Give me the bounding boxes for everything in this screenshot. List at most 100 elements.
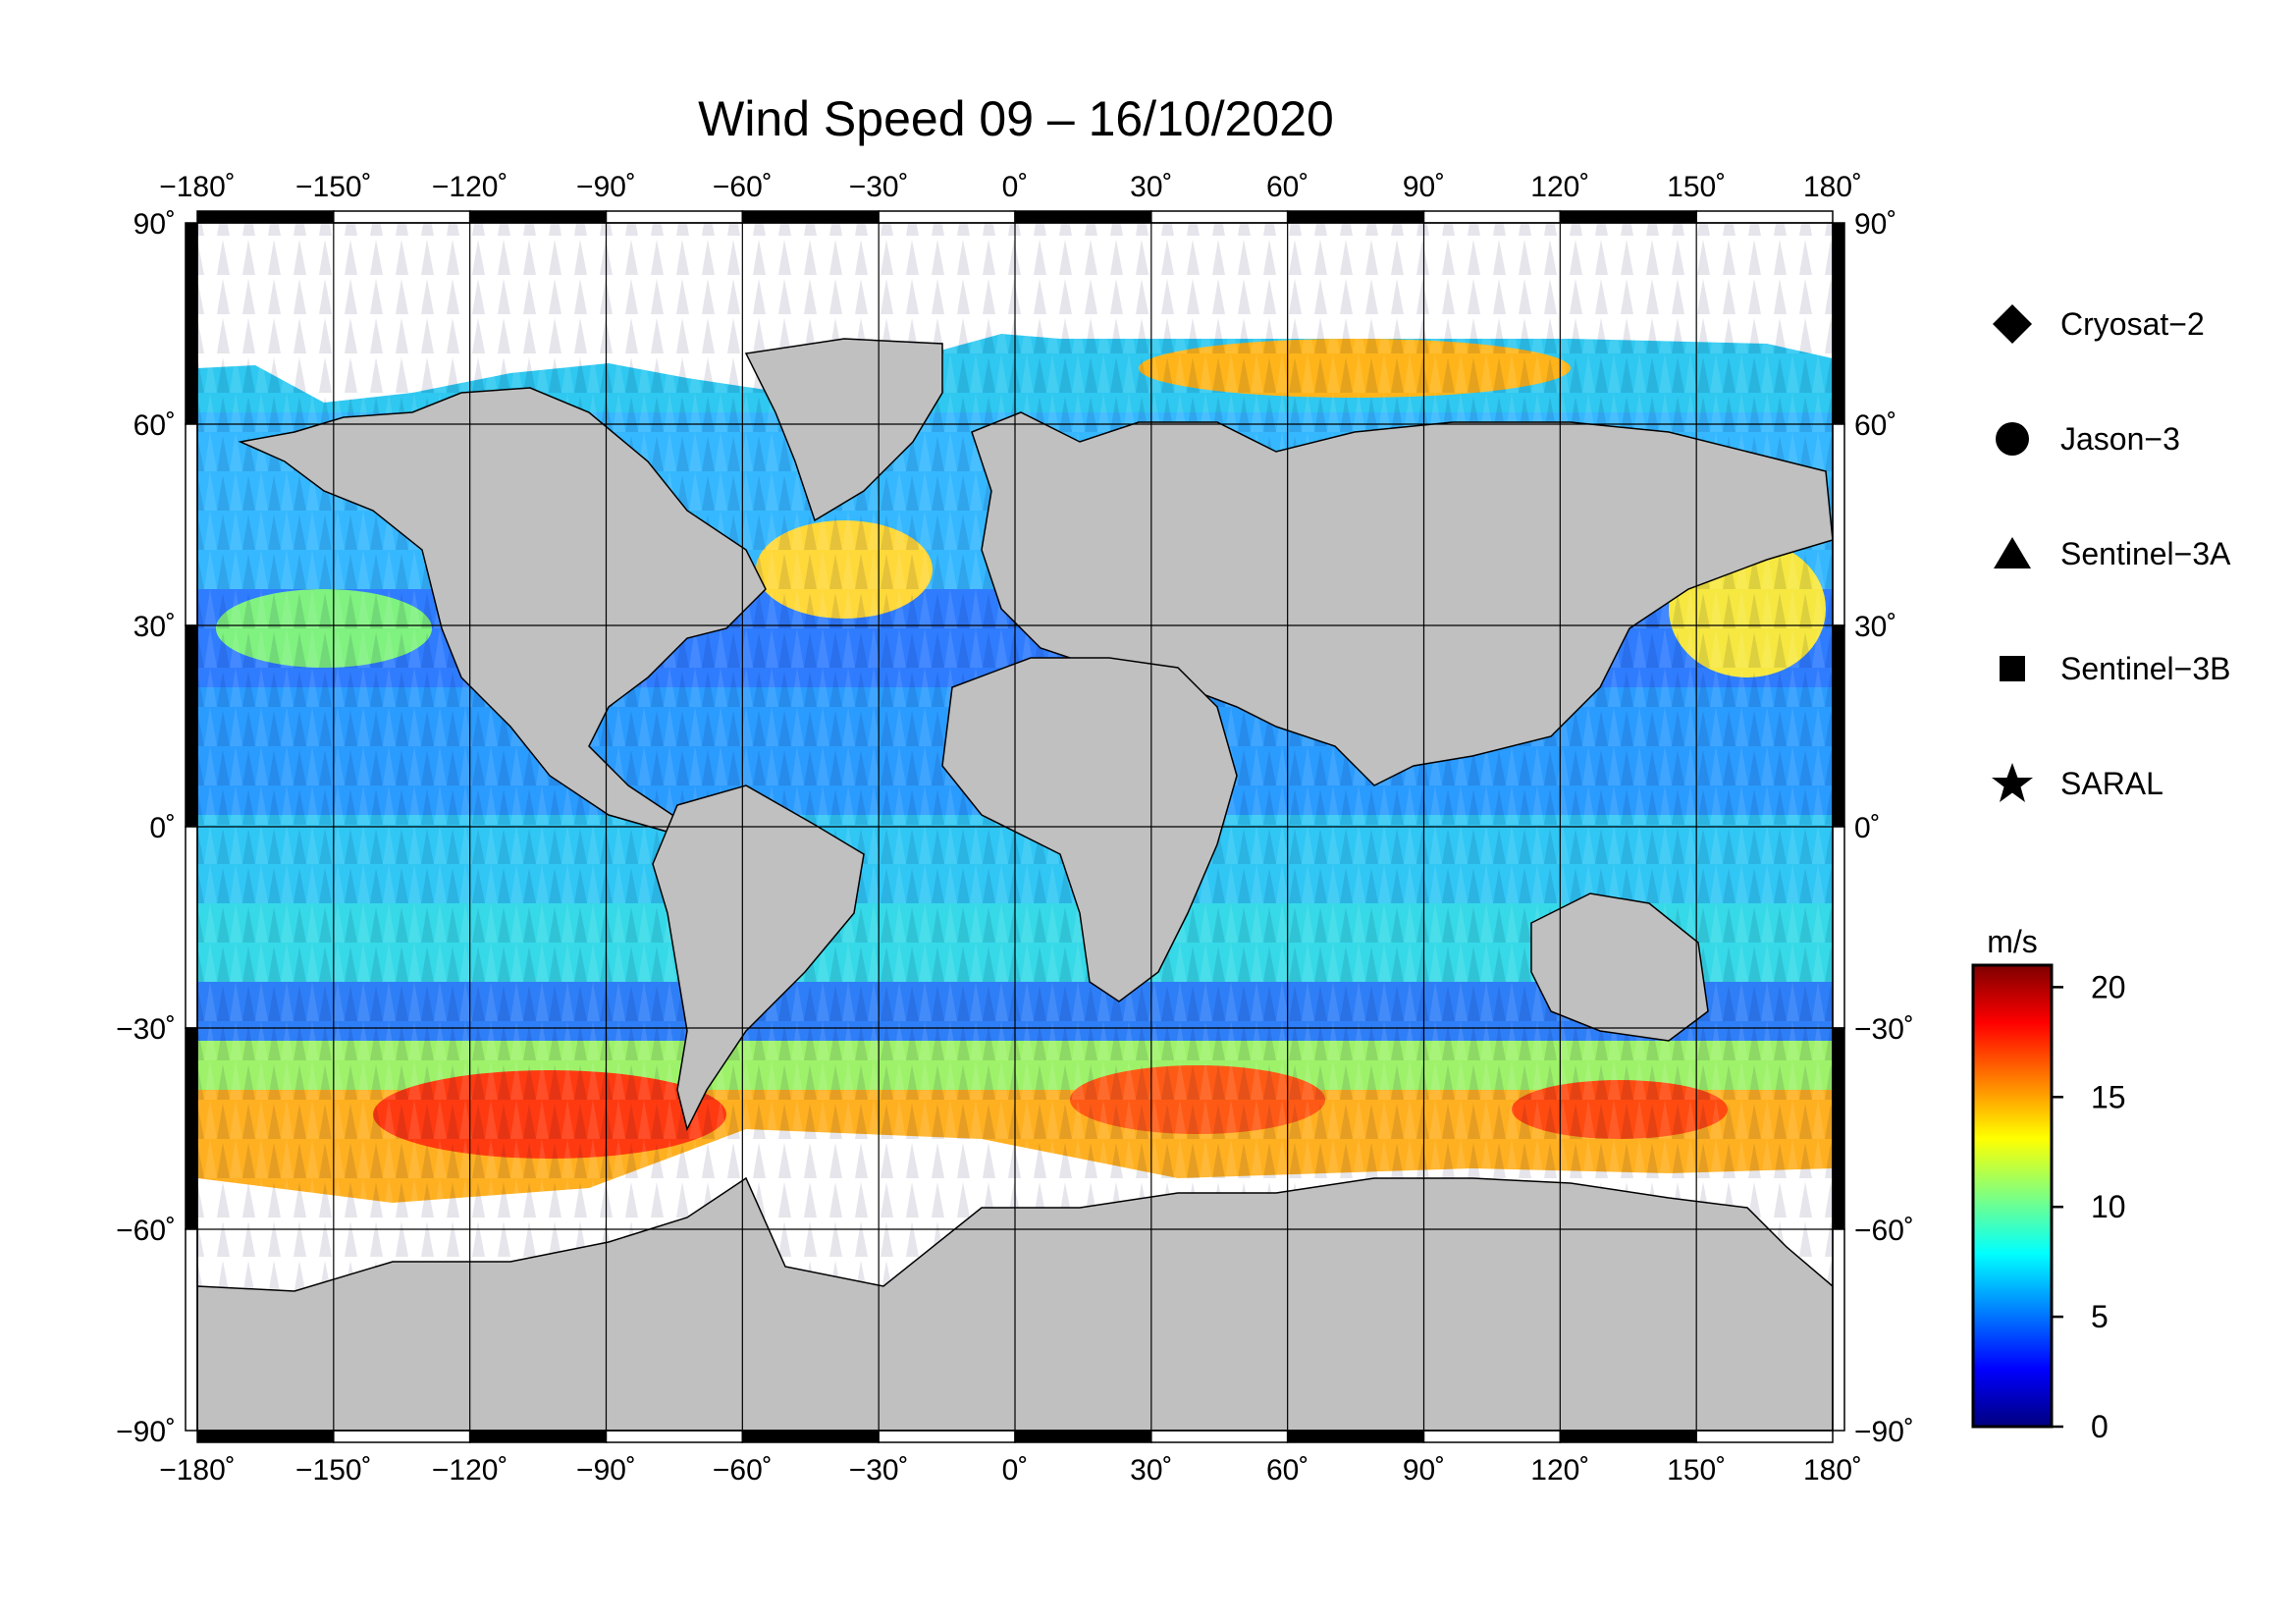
frame-segment-top xyxy=(1695,210,1834,224)
frame-segment-top xyxy=(605,210,744,224)
circle-icon xyxy=(1988,414,2037,463)
latitude-label: −60˚ xyxy=(1854,1215,1914,1247)
legend-item-cryosat2: Cryosat−2 xyxy=(1988,295,2205,353)
longitude-labels-bottom: −180˚ −150˚ −120˚ −90˚ −60˚ −30˚ 0˚ 30˚ 60˚ 90˚ 12… xyxy=(159,1454,1862,1487)
frame-segment-top xyxy=(196,210,335,224)
triangle-icon xyxy=(1988,529,2037,578)
frame-segment-bottom xyxy=(333,1430,471,1443)
frame-segment-top xyxy=(741,210,880,224)
latitude-labels-left: 90˚ 60˚ 30˚ 0˚ −30˚ −60˚ −90˚ xyxy=(116,208,176,1448)
longitude-label: 180˚ xyxy=(1803,1454,1862,1487)
colorbar-unit: m/s xyxy=(1987,924,2038,959)
frame-segment-bottom xyxy=(878,1430,1016,1443)
latitude-label: −60˚ xyxy=(116,1215,176,1247)
latitude-label: 0˚ xyxy=(1854,812,1881,844)
frame-segment-right xyxy=(1832,1027,1845,1230)
frame-segment-bottom xyxy=(196,1430,335,1443)
latitude-label: 30˚ xyxy=(133,611,176,643)
latitude-label: −30˚ xyxy=(116,1013,176,1046)
frame-segment-left xyxy=(185,624,198,828)
longitude-label: −150˚ xyxy=(295,1454,372,1487)
latitude-label: −90˚ xyxy=(1854,1416,1914,1448)
frame-segment-left xyxy=(185,423,198,626)
colorbar-ticks: 20 15 10 5 0 xyxy=(2052,969,2126,1444)
legend-label: SARAL xyxy=(2060,765,2163,801)
longitude-label: −120˚ xyxy=(432,171,508,203)
frame-segment-left xyxy=(185,826,198,1029)
colorbar-tick-label: 5 xyxy=(2091,1299,2109,1334)
latitude-label: −30˚ xyxy=(1854,1013,1914,1046)
longitude-label: 180˚ xyxy=(1803,171,1862,203)
longitude-label: 0˚ xyxy=(1002,171,1029,203)
longitude-labels-top: −180˚ −150˚ −120˚ −90˚ −60˚ −30˚ 0˚ 30˚ 60˚ 90˚ 12… xyxy=(159,171,1862,203)
legend-item-sentinel3a: Sentinel−3A xyxy=(1988,524,2230,583)
frame-segment-bottom xyxy=(741,1430,880,1443)
frame-segment-bottom xyxy=(468,1430,608,1443)
frame-segment-top xyxy=(468,210,608,224)
legend-label: Sentinel−3B xyxy=(2060,650,2231,686)
legend-label: Sentinel−3A xyxy=(2060,535,2231,571)
latitude-labels-right: 90˚ 60˚ 30˚ 0˚ −30˚ −60˚ −90˚ xyxy=(1854,208,1914,1448)
frame-segment-left xyxy=(185,222,198,425)
legend-item-sentinel3b: Sentinel−3B xyxy=(1988,639,2230,698)
frame-segment-top xyxy=(1422,210,1562,224)
graticule xyxy=(197,223,1833,1431)
latitude-label: 0˚ xyxy=(149,812,176,844)
longitude-label: 120˚ xyxy=(1530,171,1589,203)
map-border xyxy=(196,222,1834,1432)
longitude-label: 60˚ xyxy=(1266,1454,1308,1487)
frame-segment-top xyxy=(1014,210,1152,224)
longitude-label: 0˚ xyxy=(1002,1454,1029,1487)
longitude-label: −30˚ xyxy=(849,1454,909,1487)
latitude-label: 90˚ xyxy=(133,208,176,241)
land-north-america xyxy=(238,387,767,836)
legend-item-saral: SARAL xyxy=(1988,754,2163,813)
frame-segment-bottom xyxy=(1422,1430,1562,1443)
frame-segment-right xyxy=(1832,423,1845,626)
frame-segment-top xyxy=(1286,210,1425,224)
longitude-label: 30˚ xyxy=(1130,171,1172,203)
frame-segment-right xyxy=(1832,222,1845,425)
longitude-label: −30˚ xyxy=(849,171,909,203)
longitude-label: −90˚ xyxy=(576,171,636,203)
longitude-label: −180˚ xyxy=(159,1454,236,1487)
frame-segment-right xyxy=(1832,1228,1845,1432)
colorbar-tick-label: 20 xyxy=(2091,969,2126,1004)
land-greenland xyxy=(744,338,943,522)
longitude-label: 90˚ xyxy=(1403,1454,1445,1487)
frame-segment-right xyxy=(1832,826,1845,1029)
frame-segment-bottom xyxy=(1286,1430,1425,1443)
diamond-icon xyxy=(1988,299,2037,349)
frame-segment-bottom xyxy=(1150,1430,1289,1443)
land-africa xyxy=(941,657,1238,1002)
map-frame xyxy=(185,210,1845,1443)
legend-label: Jason−3 xyxy=(2060,420,2180,457)
square-icon xyxy=(1988,644,2037,693)
longitude-label: −120˚ xyxy=(432,1454,508,1487)
latitude-label: 30˚ xyxy=(1854,611,1896,643)
legend-item-jason3: Jason−3 xyxy=(1988,409,2180,468)
land-south-america xyxy=(652,784,865,1132)
frame-segment-left xyxy=(185,1228,198,1432)
land-australia xyxy=(1530,893,1709,1042)
frame-segment-top xyxy=(333,210,471,224)
frame-segment-right xyxy=(1832,624,1845,828)
colorbar-tick-label: 15 xyxy=(2091,1079,2126,1114)
colorbar-tick-label: 10 xyxy=(2091,1189,2126,1224)
frame-segment-bottom xyxy=(605,1430,744,1443)
frame-segment-bottom xyxy=(1695,1430,1834,1443)
latitude-label: 60˚ xyxy=(133,409,176,442)
longitude-label: −180˚ xyxy=(159,171,236,203)
longitude-label: −150˚ xyxy=(295,171,372,203)
frame-segment-bottom xyxy=(1014,1430,1152,1443)
frame-segment-bottom xyxy=(1559,1430,1697,1443)
colorbar xyxy=(1971,963,2054,1429)
colorbar-tick-label: 0 xyxy=(2091,1409,2109,1444)
legend-label: Cryosat−2 xyxy=(2060,305,2205,342)
longitude-label: −90˚ xyxy=(576,1454,636,1487)
frame-segment-left xyxy=(185,1027,198,1230)
longitude-label: 150˚ xyxy=(1667,171,1726,203)
longitude-label: 120˚ xyxy=(1530,1454,1589,1487)
